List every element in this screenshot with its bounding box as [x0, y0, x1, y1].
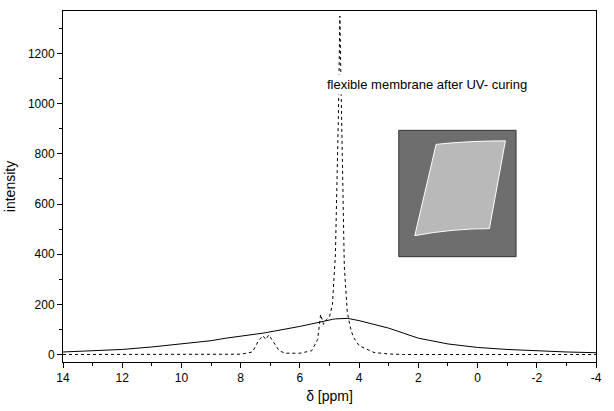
svg-text:8: 8 — [237, 371, 244, 385]
svg-text:10: 10 — [175, 371, 189, 385]
svg-text:800: 800 — [35, 147, 55, 161]
svg-text:0: 0 — [48, 348, 55, 362]
svg-text:200: 200 — [35, 298, 55, 312]
svg-text:intensity: intensity — [2, 161, 18, 212]
svg-text:14: 14 — [56, 371, 70, 385]
svg-text:600: 600 — [35, 197, 55, 211]
svg-text:12: 12 — [116, 371, 130, 385]
svg-text:1200: 1200 — [28, 47, 55, 61]
svg-text:2: 2 — [415, 371, 422, 385]
svg-text:δ [ppm]: δ [ppm] — [306, 388, 353, 404]
svg-text:-2: -2 — [531, 371, 542, 385]
svg-text:flexible membrane after UV- cu: flexible membrane after UV- curing — [327, 77, 527, 92]
svg-text:1000: 1000 — [28, 97, 55, 111]
svg-text:0: 0 — [474, 371, 481, 385]
svg-text:4: 4 — [356, 371, 363, 385]
svg-text:-4: -4 — [591, 371, 602, 385]
svg-text:400: 400 — [35, 247, 55, 261]
svg-text:6: 6 — [297, 371, 304, 385]
